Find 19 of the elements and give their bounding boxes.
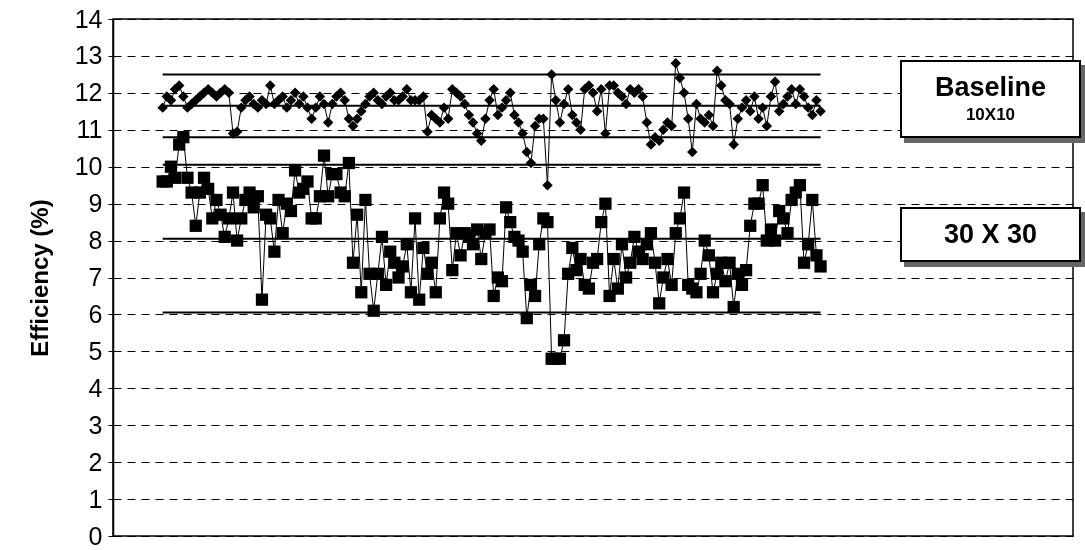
y-tick-label: 11 — [76, 115, 103, 144]
y-tick-label: 0 — [88, 521, 103, 550]
text: 10X10 — [964, 104, 1017, 126]
y-tick-label: 9 — [88, 189, 103, 218]
y-tick-label: 6 — [88, 299, 103, 328]
y-tick-label: 5 — [88, 336, 103, 365]
text: 30 X 30 — [942, 218, 1039, 251]
text: Baseline — [933, 71, 1048, 104]
y-tick-label: 12 — [74, 78, 103, 107]
y-tick-label: 1 — [88, 484, 103, 513]
y-tick-label: 7 — [88, 263, 103, 291]
y-tick-label: 4 — [88, 373, 103, 402]
y-tick-label: 3 — [88, 410, 103, 439]
y-tick-label: 10 — [74, 152, 103, 181]
y-tick-label: 14 — [74, 4, 103, 33]
y-tick-label: 13 — [74, 41, 103, 70]
y-axis-title: Efficiency (%) — [25, 199, 53, 357]
y-tick-label: 8 — [88, 226, 103, 255]
y-tick-label: 2 — [88, 447, 103, 476]
